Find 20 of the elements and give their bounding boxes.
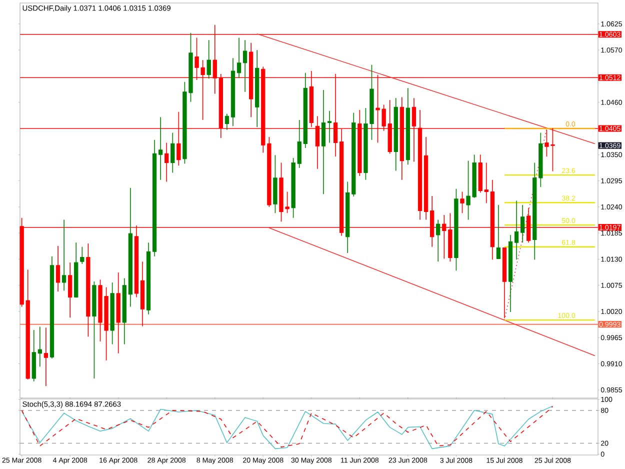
candlestick <box>236 37 242 79</box>
candlestick <box>38 326 42 368</box>
candlestick <box>436 219 440 262</box>
candlestick <box>44 327 48 387</box>
candlestick <box>242 40 248 92</box>
candlestick <box>56 246 60 292</box>
candlestick <box>520 204 525 243</box>
candlestick <box>224 113 230 130</box>
candlestick <box>321 90 326 194</box>
candlestick <box>164 142 169 182</box>
candlestick <box>514 200 519 260</box>
candlestick <box>327 110 332 144</box>
candlestick <box>206 40 211 79</box>
candlestick <box>158 116 163 180</box>
candlestick <box>62 219 66 291</box>
candlestick <box>80 246 84 264</box>
candlestick <box>496 204 501 260</box>
candlestick <box>460 191 464 214</box>
candlestick <box>170 132 175 174</box>
candlestick <box>68 262 72 318</box>
